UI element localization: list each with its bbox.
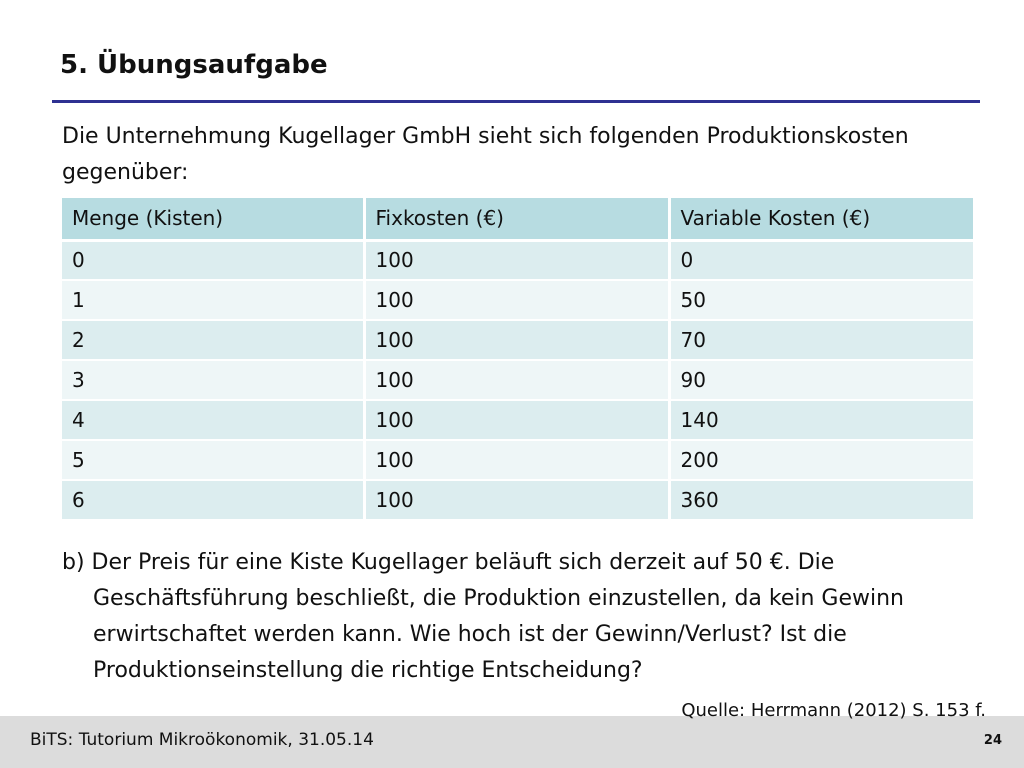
table-cell: 360 (667, 480, 973, 521)
table-cell: 50 (667, 280, 973, 321)
table-header-row: Menge (Kisten) Fixkosten (€) Variable Ko… (62, 198, 973, 242)
table-cell: 5 (62, 440, 364, 481)
header-menge: Menge (Kisten) (62, 198, 364, 242)
table-cell: 100 (362, 240, 669, 281)
slide-title: 5. Übungsaufgabe (60, 50, 328, 80)
table-cell: 100 (362, 360, 669, 401)
table-row: 3 100 90 (62, 360, 973, 401)
table-cell: 70 (667, 320, 973, 361)
table-cell: 0 (667, 240, 973, 281)
page-number: 24 (983, 733, 1002, 748)
table-cell: 100 (362, 280, 669, 321)
table-cell: 100 (362, 480, 669, 521)
table-row: 2 100 70 (62, 320, 973, 361)
table-cell: 100 (362, 400, 669, 441)
header-variable-kosten: Variable Kosten (€) (667, 198, 973, 242)
table-row: 5 100 200 (62, 440, 973, 481)
table-cell: 4 (62, 400, 364, 441)
title-divider (52, 100, 980, 103)
intro-text: Die Unternehmung Kugellager GmbH sieht s… (62, 124, 909, 185)
header-fixkosten: Fixkosten (€) (362, 198, 669, 242)
cost-table: Menge (Kisten) Fixkosten (€) Variable Ko… (62, 198, 973, 521)
table-cell: 140 (667, 400, 973, 441)
table-cell: 100 (362, 320, 669, 361)
footer-text: BiTS: Tutorium Mikroökonomik, 31.05.14 (30, 730, 374, 750)
table-cell: 1 (62, 280, 364, 321)
table-cell: 90 (667, 360, 973, 401)
footer-band (0, 716, 1024, 768)
table-cell: 2 (62, 320, 364, 361)
table-cell: 3 (62, 360, 364, 401)
table-cell: 6 (62, 480, 364, 521)
table-row: 0 100 0 (62, 240, 973, 281)
source-note: Quelle: Herrmann (2012) S. 153 f. (681, 700, 986, 721)
table-row: 1 100 50 (62, 280, 973, 321)
table-row: 6 100 360 (62, 480, 973, 521)
table-cell: 200 (667, 440, 973, 481)
table-cell: 100 (362, 440, 669, 481)
table-row: 4 100 140 (62, 400, 973, 441)
task-text: b) Der Preis für eine Kiste Kugellager b… (62, 550, 905, 683)
table-cell: 0 (62, 240, 364, 281)
